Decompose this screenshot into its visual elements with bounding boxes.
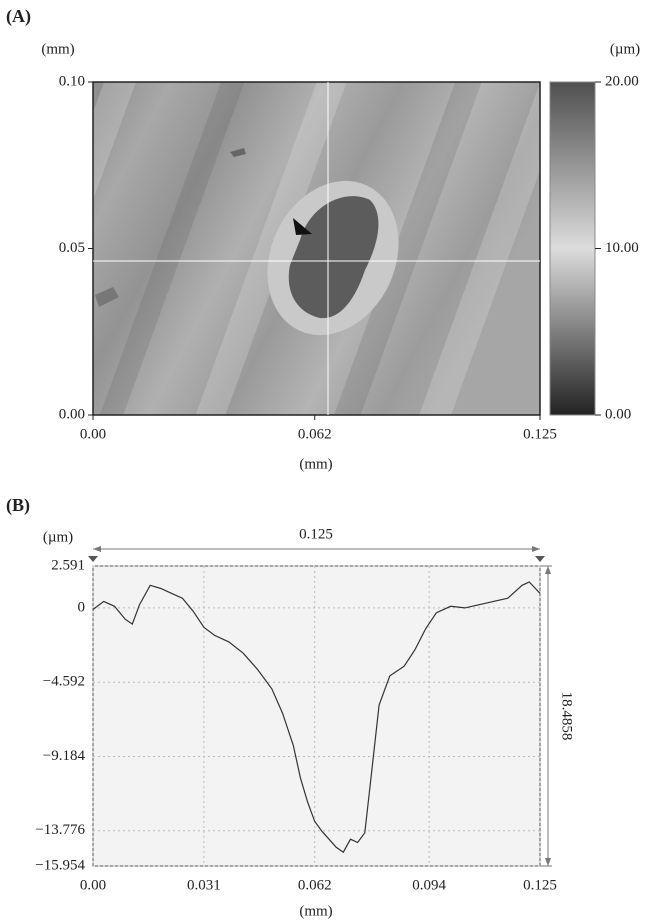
y-tick-label: −13.776 [35, 822, 85, 838]
colorbar-tick-label: 10.00 [605, 240, 639, 256]
y-tick-label: 0.05 [59, 240, 85, 256]
plot-area [92, 565, 541, 867]
x-tick-label: 0.00 [80, 426, 106, 442]
panel-label: (B) [6, 495, 30, 516]
arrow-marker [293, 218, 312, 235]
x-tick-label: 0.062 [298, 877, 332, 893]
y-tick-label: 2.591 [51, 557, 85, 573]
x-tick-label: 0.00 [80, 877, 106, 893]
x-tick-label: 0.062 [298, 426, 332, 442]
colorbar-tick-label: 20.00 [605, 73, 639, 89]
y-tick-label: 0.10 [59, 73, 85, 89]
x-tick-label: 0.031 [187, 877, 221, 893]
colorbar-tick-label: 0.00 [605, 406, 631, 422]
dimension-lines [88, 546, 552, 867]
x-tick-label: 0.125 [523, 426, 557, 442]
colorbar-label: (µm) [610, 41, 640, 57]
y-tick-label: 0.00 [59, 406, 85, 422]
x-tick-label: 0.094 [412, 877, 446, 893]
profile-line [92, 581, 541, 854]
width-annotation: 0.125 [299, 526, 333, 542]
y-axis-label: (µm) [43, 529, 73, 545]
x-axis-label: (mm) [299, 456, 332, 472]
colorbar [549, 81, 596, 416]
y-tick-label: −15.954 [35, 857, 85, 873]
panel-label: (A) [6, 6, 31, 27]
y-axis-label: (mm) [41, 41, 74, 57]
y-tick-label: −9.184 [43, 748, 86, 764]
height-annotation: 18.4858 [559, 692, 575, 741]
x-axis-label: (mm) [299, 903, 332, 919]
surface-image [93, 82, 540, 415]
y-tick-label: 0 [78, 599, 86, 615]
x-tick-label: 0.125 [523, 877, 557, 893]
y-tick-label: −4.592 [43, 674, 85, 690]
